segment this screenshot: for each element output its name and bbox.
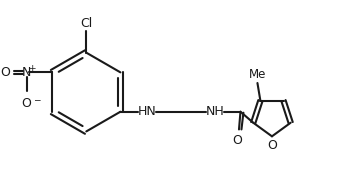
Text: O: O <box>267 139 277 152</box>
Text: Cl: Cl <box>80 17 92 30</box>
Text: N: N <box>22 66 31 79</box>
Text: O: O <box>0 66 10 79</box>
Text: HN: HN <box>138 105 156 118</box>
Text: Me: Me <box>249 68 266 81</box>
Text: NH: NH <box>205 105 224 118</box>
Text: +: + <box>28 64 35 73</box>
Text: O: O <box>233 134 243 147</box>
Text: O: O <box>22 97 31 110</box>
Text: −: − <box>32 95 40 104</box>
